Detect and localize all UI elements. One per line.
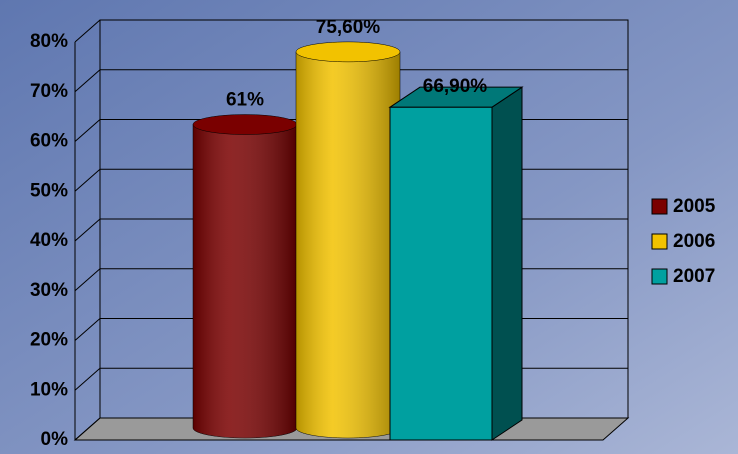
value-label: 75,60% [316,17,381,38]
bar-shade [296,52,400,438]
y-tick-label: 0% [41,429,69,450]
legend-label: 2006 [673,231,715,252]
y-tick-label: 20% [30,330,68,351]
value-label: 61% [226,90,264,111]
bar-shade [193,125,297,438]
y-tick-label: 30% [30,280,68,301]
bar-top [296,42,400,62]
legend-swatch [652,269,667,284]
y-tick-label: 10% [30,379,68,400]
bar-side-shade [492,87,522,440]
legend-label: 2005 [673,196,716,217]
legend-label: 2007 [673,266,715,287]
y-tick-label: 60% [30,131,68,152]
bar [390,107,492,440]
value-label: 66,90% [423,76,488,97]
y-tick-label: 50% [30,180,68,201]
y-tick-label: 80% [30,31,68,52]
y-tick-label: 40% [30,230,68,251]
chart: 0% 10% 20% 30% 40% 50% 60% 70% 80% 61% 2005 75,60% 2… [0,0,738,454]
y-tick-label: 70% [30,81,68,102]
bar-top [193,115,297,135]
legend-swatch [652,199,667,214]
legend-swatch [652,234,667,249]
